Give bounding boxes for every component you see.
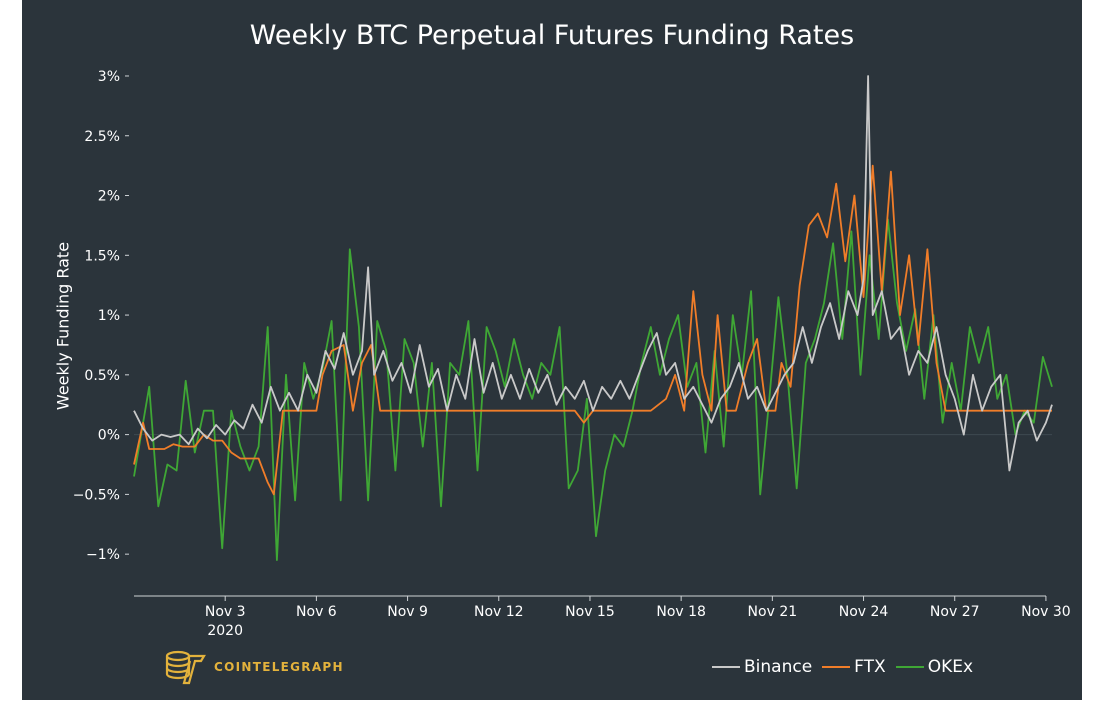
y-tick-label: 0.5%: [84, 368, 120, 384]
x-tick-label: Nov 15: [565, 604, 615, 620]
y-tick-label: 2.5%: [84, 129, 120, 145]
chart-title: Weekly BTC Perpetual Futures Funding Rat…: [249, 20, 855, 51]
legend-item-binance: Binance: [712, 657, 812, 677]
coin-stack-icon: [165, 650, 206, 685]
series-lines: [133, 75, 1053, 561]
legend-label: FTX: [854, 657, 886, 677]
x-tick-label: Nov 9: [387, 604, 428, 620]
legend-swatch: [712, 666, 740, 668]
x-tick-label: Nov 18: [656, 604, 706, 620]
legend-swatch: [822, 666, 851, 668]
y-tick-label: 3%: [98, 69, 120, 85]
line-chart: −1% −0.5% 0% 0.5% 1% 1.5% 2% 2.5% 3% Nov 3 Nov 6 No…: [73, 69, 1071, 639]
series-line-okex: [133, 218, 1053, 561]
x-tick-label: Nov 3: [205, 604, 246, 620]
y-tick-label: 1%: [98, 308, 120, 324]
series-line-binance: [133, 75, 1053, 472]
y-tick-label: 2%: [98, 189, 120, 205]
y-tick-label: 1.5%: [84, 248, 120, 264]
cointelegraph-logo: COINTELEGRAPH: [164, 648, 364, 688]
x-tick-label: Nov 27: [930, 604, 980, 620]
x-tick-label: Nov 12: [474, 604, 524, 620]
y-tick-label: −0.5%: [73, 487, 120, 503]
chart-legend: Binance FTX OKEx: [712, 655, 983, 679]
x-tick-label: Nov 24: [839, 604, 889, 620]
series-line-ftx: [133, 164, 1052, 496]
x-tick-label: Nov 21: [748, 604, 798, 620]
x-year-label: 2020: [207, 623, 243, 639]
chart-card: Weekly BTC Perpetual Futures Funding Rat…: [22, 0, 1082, 700]
legend-label: Binance: [744, 657, 813, 677]
brand-name: COINTELEGRAPH: [214, 660, 344, 674]
legend-item-okex: OKEx: [895, 657, 974, 677]
y-tick-label: 0%: [98, 428, 120, 444]
legend-label: OKEx: [927, 657, 974, 677]
legend-swatch: [895, 666, 924, 668]
x-tick-label: Nov 30: [1021, 604, 1071, 620]
x-tick-label: Nov 6: [296, 604, 337, 620]
axes-group: −1% −0.5% 0% 0.5% 1% 1.5% 2% 2.5% 3% Nov 3 Nov 6 No…: [73, 69, 1071, 639]
legend-item-ftx: FTX: [822, 657, 886, 677]
y-tick-label: −1%: [86, 547, 120, 563]
